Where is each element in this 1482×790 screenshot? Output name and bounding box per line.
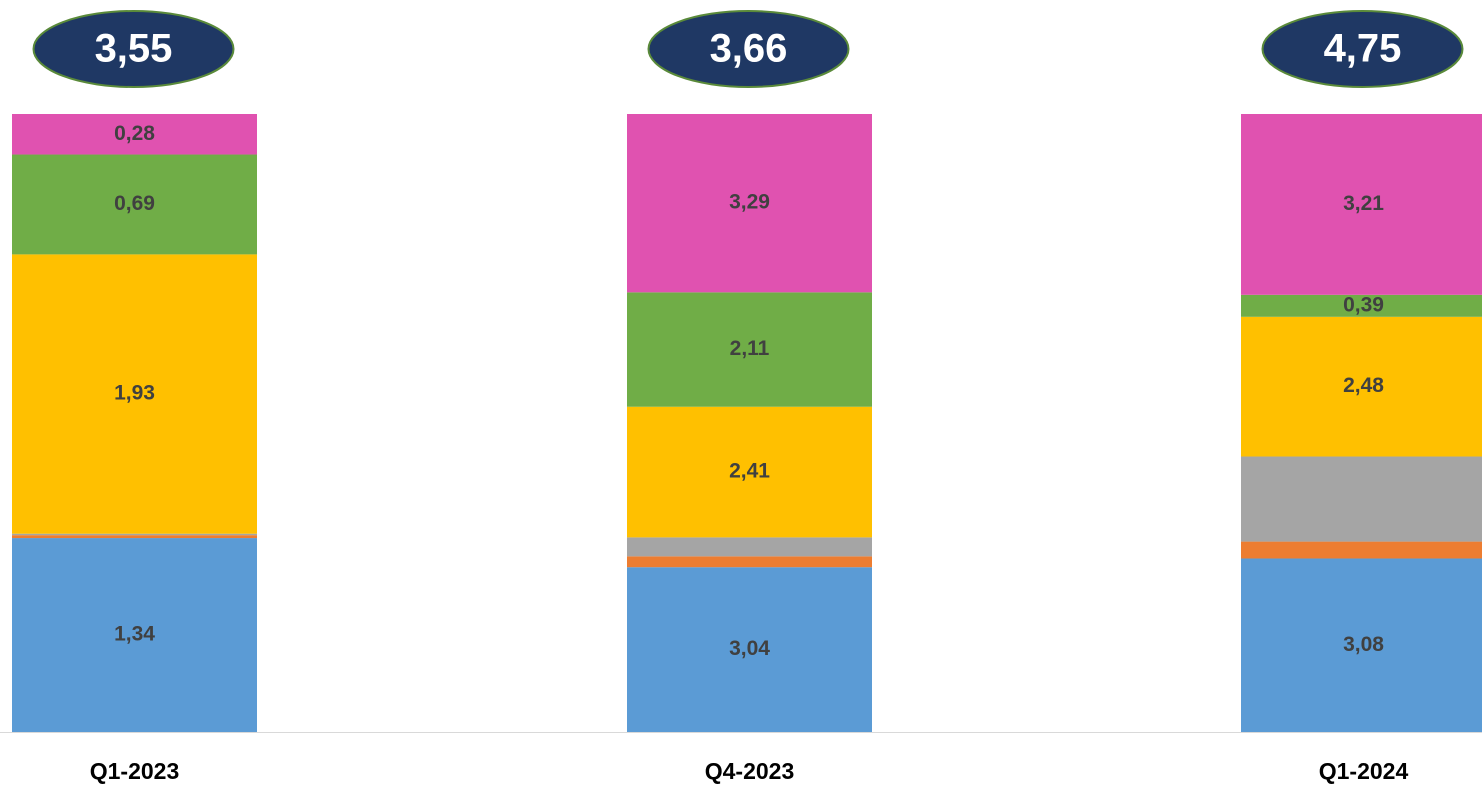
total-badge xyxy=(32,10,235,88)
data-label: 0,39 xyxy=(1343,293,1384,316)
bar-segment xyxy=(12,254,257,534)
bar-segment xyxy=(12,538,257,732)
bar-segment xyxy=(1241,558,1482,732)
bar-segment xyxy=(12,154,257,255)
bar-segment xyxy=(627,406,872,538)
total-badge xyxy=(647,10,850,88)
data-label: 3,21 xyxy=(1343,192,1384,215)
data-label: 2,41 xyxy=(729,460,770,483)
bar-segment xyxy=(1241,316,1482,457)
total-label: 3,66 xyxy=(710,27,788,71)
bar-segment xyxy=(627,556,872,568)
bar-segment xyxy=(12,114,257,155)
data-label: 2,48 xyxy=(1343,374,1384,397)
bar-segment xyxy=(627,537,872,557)
total-label: 3,55 xyxy=(95,27,173,71)
data-label: 3,08 xyxy=(1343,633,1384,656)
bar-segment xyxy=(627,567,872,732)
bar-segment xyxy=(12,533,257,536)
bar-segment xyxy=(627,114,872,293)
bar-segment xyxy=(12,535,257,539)
bar-segment xyxy=(1241,114,1482,295)
data-label: 0,28 xyxy=(114,122,155,145)
bar-segment xyxy=(627,292,872,407)
data-label: 1,93 xyxy=(114,382,155,405)
x-tick-label: Q1-2023 xyxy=(90,758,180,784)
data-label: 2,11 xyxy=(730,337,770,360)
bar-segment xyxy=(1241,294,1482,317)
data-label: 3,04 xyxy=(729,637,770,660)
data-label: 3,29 xyxy=(729,191,770,214)
data-label: 0,69 xyxy=(114,192,155,215)
bar-segment xyxy=(1241,541,1482,559)
total-badge xyxy=(1261,10,1464,88)
bar-segment xyxy=(1241,456,1482,542)
total-label: 4,75 xyxy=(1324,27,1402,71)
x-tick-label: Q4-2023 xyxy=(705,758,795,784)
x-tick-label: Q1-2024 xyxy=(1319,758,1409,784)
data-label: 1,34 xyxy=(114,623,155,646)
